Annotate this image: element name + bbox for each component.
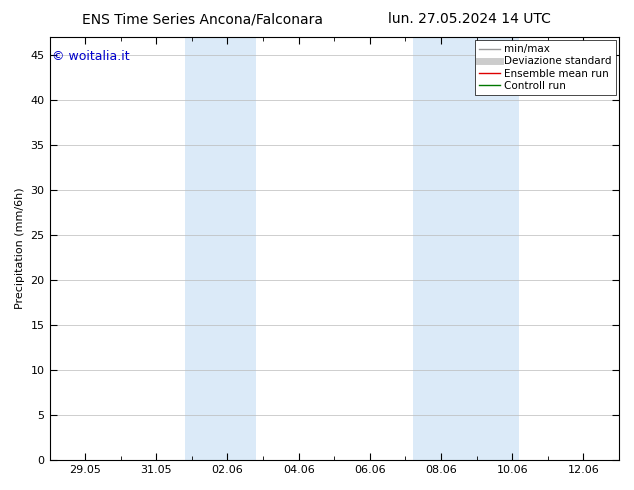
Legend: min/max, Deviazione standard, Ensemble mean run, Controll run: min/max, Deviazione standard, Ensemble m…: [475, 40, 616, 95]
Bar: [184, 37, 256, 460]
Text: ENS Time Series Ancona/Falconara: ENS Time Series Ancona/Falconara: [82, 12, 323, 26]
Text: lun. 27.05.2024 14 UTC: lun. 27.05.2024 14 UTC: [388, 12, 550, 26]
Text: © woitalia.it: © woitalia.it: [53, 50, 130, 63]
Y-axis label: Precipitation (mm/6h): Precipitation (mm/6h): [15, 188, 25, 309]
Bar: [413, 37, 519, 460]
